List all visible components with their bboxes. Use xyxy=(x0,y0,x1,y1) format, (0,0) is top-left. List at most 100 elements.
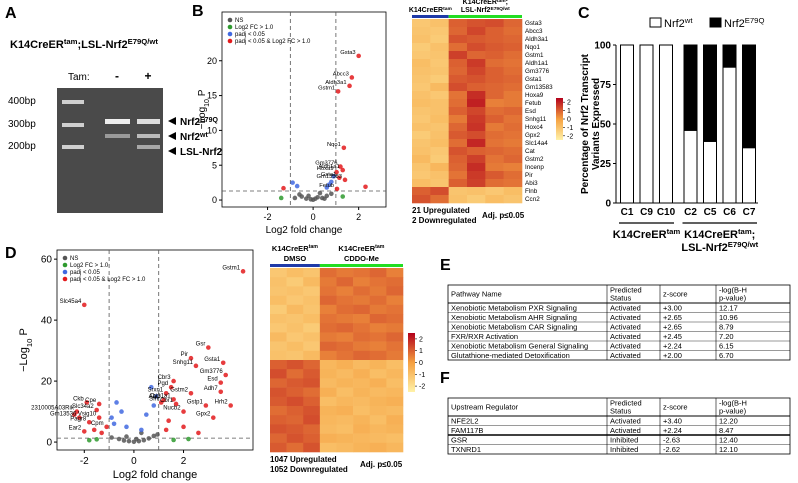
table-cell: Activated xyxy=(610,303,641,312)
y-axis-label-part: 10 xyxy=(25,339,34,348)
heatmap-cell xyxy=(369,396,387,407)
heatmap-cell xyxy=(386,378,404,388)
point xyxy=(337,175,342,181)
heatmap-cell xyxy=(353,350,371,361)
point-label: Gsta1 xyxy=(321,172,336,178)
band-label-part: wt xyxy=(199,132,208,139)
point xyxy=(168,384,174,390)
legend-label: Log2 FC > 1.0 xyxy=(235,25,274,31)
group-label: K14CreERtam xyxy=(272,244,318,253)
point xyxy=(109,415,114,420)
heatmap-cell xyxy=(412,51,431,60)
heatmap-cell xyxy=(270,268,287,278)
heatmap-cell xyxy=(353,314,371,324)
point-label: Nucb2 xyxy=(163,406,181,412)
heatmap-cell xyxy=(286,314,304,324)
heatmap-cell xyxy=(503,131,523,140)
gel-title: K14CreERtam;LSL-Nrf2E79Q/wt xyxy=(10,37,158,52)
point xyxy=(111,421,117,427)
point-label: Hoxa9 xyxy=(317,166,334,172)
table-cell: Activated xyxy=(610,351,641,360)
legend-marker xyxy=(227,24,233,30)
heatmap-cell xyxy=(369,360,387,370)
heatmap-cell xyxy=(386,314,404,324)
heatmap-cell xyxy=(303,378,321,388)
heatmap-cell xyxy=(485,131,504,140)
heatmap-cell xyxy=(412,43,431,52)
point xyxy=(161,397,166,403)
heatmap-cell xyxy=(412,91,431,100)
row-label: Gstm2 xyxy=(525,156,544,163)
point-label: Abcc3 xyxy=(333,71,349,77)
heatmap-cell xyxy=(336,406,354,416)
gel-band xyxy=(137,119,160,124)
row-label: Hoxa9 xyxy=(525,92,544,99)
heatmap-cell xyxy=(303,332,321,342)
point xyxy=(124,434,129,439)
table-cell: Activated xyxy=(610,322,641,331)
row-label: Aldh1a1 xyxy=(525,60,549,67)
heatmap-cell xyxy=(303,341,321,352)
y-tick-label: 40 xyxy=(41,316,53,327)
group-bar xyxy=(412,15,449,18)
heatmap-cell xyxy=(353,277,371,287)
point xyxy=(77,415,82,420)
heatmap-cell xyxy=(467,83,486,92)
table-cell: Activated xyxy=(610,341,641,350)
group-label-part: tam xyxy=(309,244,319,250)
heatmap-cell xyxy=(336,369,354,379)
x-tick-label: C5 xyxy=(704,207,717,218)
heatmap-cell xyxy=(270,295,287,306)
point xyxy=(188,355,194,361)
y-tick-label: 75 xyxy=(600,80,612,91)
point-label: Cbr3 xyxy=(158,375,172,381)
heatmap-cell xyxy=(448,131,468,140)
heatmap-cell xyxy=(485,147,504,156)
group-label-part: CDDO-Me xyxy=(344,254,379,263)
legend-label-part: E79Q xyxy=(745,16,765,25)
heatmap-cell xyxy=(270,277,287,287)
point xyxy=(326,182,332,188)
heatmap-cell xyxy=(412,163,431,172)
heatmap-cell xyxy=(386,350,404,361)
bar-segment xyxy=(742,147,756,204)
heatmap-cell xyxy=(412,139,431,148)
heatmap-cell xyxy=(286,277,304,287)
table-cell: +2.00 xyxy=(663,351,682,360)
heatmap-cell xyxy=(369,387,387,398)
group-label-part: K14CreER xyxy=(409,7,443,14)
group-label-part: K14CreER xyxy=(338,244,375,253)
point xyxy=(166,418,171,424)
table-cell: 8.47 xyxy=(719,426,734,435)
heatmap-cell xyxy=(448,115,468,124)
heatmap-cell xyxy=(286,424,304,434)
legend-label: Log2 FC > 1.0 xyxy=(70,263,109,269)
heatmap-cell xyxy=(430,139,449,148)
heatmap-cell xyxy=(412,83,431,92)
heatmap-cell xyxy=(336,424,354,434)
heatmap-cell xyxy=(353,415,371,425)
panel-label: E xyxy=(440,257,451,274)
heatmap-cell xyxy=(386,415,404,425)
heatmap-cell xyxy=(467,147,486,156)
heatmap-cell xyxy=(448,75,468,84)
ladder-label: 300bp xyxy=(8,119,36,130)
point-label: Cbr1 xyxy=(160,398,174,404)
table-cell: 6.70 xyxy=(719,351,734,360)
heatmap-cell xyxy=(503,123,523,132)
table-cell: NFE2L2 xyxy=(451,416,479,425)
y-axis-label-part: −Log xyxy=(197,107,208,130)
heatmap-cell xyxy=(286,350,304,361)
heatmap-cell xyxy=(353,286,371,296)
point xyxy=(297,192,302,197)
heatmap-cell xyxy=(503,43,523,52)
heatmap-cell xyxy=(353,378,371,388)
heatmap-cell xyxy=(430,83,449,92)
heatmap-cell xyxy=(448,147,468,156)
point xyxy=(74,409,80,414)
point xyxy=(104,424,109,430)
heatmap-cell xyxy=(430,27,449,36)
heatmap-cell xyxy=(286,387,304,398)
heatmap-cell xyxy=(270,332,287,342)
heatmap-cell xyxy=(503,163,523,172)
